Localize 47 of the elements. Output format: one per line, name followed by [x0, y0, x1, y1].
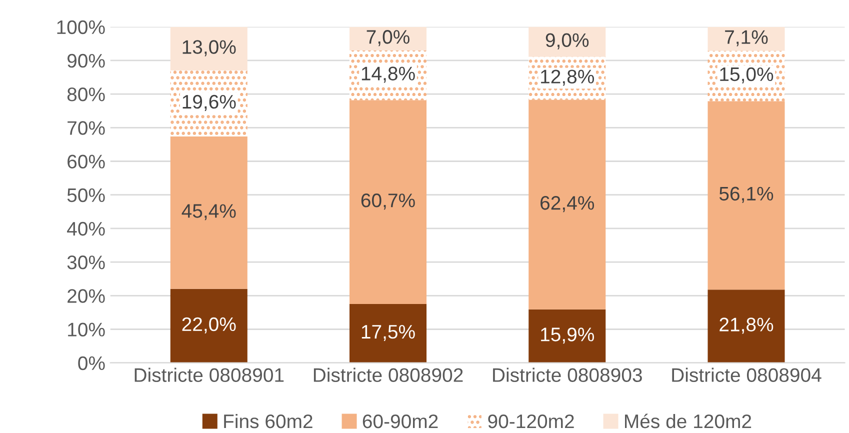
- data-label: 12,8%: [541, 70, 594, 86]
- y-tick-label: 60%: [68, 154, 105, 168]
- y-tick-label: 10%: [68, 322, 105, 336]
- bar: [349, 100, 427, 304]
- bar: [708, 26, 785, 51]
- bar: [170, 136, 248, 289]
- data-label: 15,9%: [541, 328, 594, 344]
- data-label: 45,4%: [182, 204, 236, 220]
- x-tick-label: Districte 0808902: [314, 368, 463, 382]
- bar: [528, 100, 606, 310]
- y-tick-label: 50%: [67, 188, 105, 202]
- data-label: 22,0%: [182, 317, 236, 334]
- bar: [528, 309, 606, 363]
- y-tick-label: 90%: [68, 54, 105, 68]
- data-label: 15,0%: [720, 67, 774, 84]
- data-label: 14,8%: [362, 66, 415, 83]
- data-label: 7,1%: [725, 30, 768, 46]
- x-tick-label: Districte 0808904: [672, 368, 822, 382]
- data-label: 62,4%: [540, 196, 594, 212]
- data-label: 13,0%: [182, 40, 236, 56]
- data-label: 60,7%: [361, 194, 415, 210]
- y-tick-label: 100%: [57, 20, 105, 34]
- y-tick-label: 20%: [68, 289, 105, 303]
- bar: [170, 288, 248, 363]
- data-label: 56,1%: [719, 186, 774, 203]
- bar: [349, 26, 427, 50]
- bar: [528, 26, 606, 57]
- y-tick-label: 40%: [67, 222, 105, 236]
- y-tick-label: 70%: [68, 121, 105, 135]
- y-tick-label: 80%: [67, 88, 105, 102]
- y-tick-label: 30%: [67, 256, 105, 270]
- legend-label: 90-120m2: [488, 414, 574, 428]
- bar: [349, 304, 427, 363]
- bar: [708, 290, 785, 363]
- legend-label: Fins 60m2: [224, 414, 312, 428]
- data-label: 21,8%: [720, 318, 774, 334]
- data-label: 19,6%: [182, 94, 236, 111]
- data-label: 17,5%: [362, 324, 415, 341]
- legend-label: Més de 120m2: [625, 414, 752, 428]
- data-label: 7,0%: [366, 30, 410, 46]
- data-label: 9,0%: [546, 33, 589, 50]
- legend-label: 60-90m2: [362, 414, 438, 428]
- x-tick-label: Districte 0808903: [493, 368, 642, 382]
- y-tick-label: 0%: [78, 356, 105, 370]
- bar: [170, 26, 248, 71]
- bar: [708, 101, 785, 290]
- x-tick-label: Districte 0808901: [134, 368, 284, 382]
